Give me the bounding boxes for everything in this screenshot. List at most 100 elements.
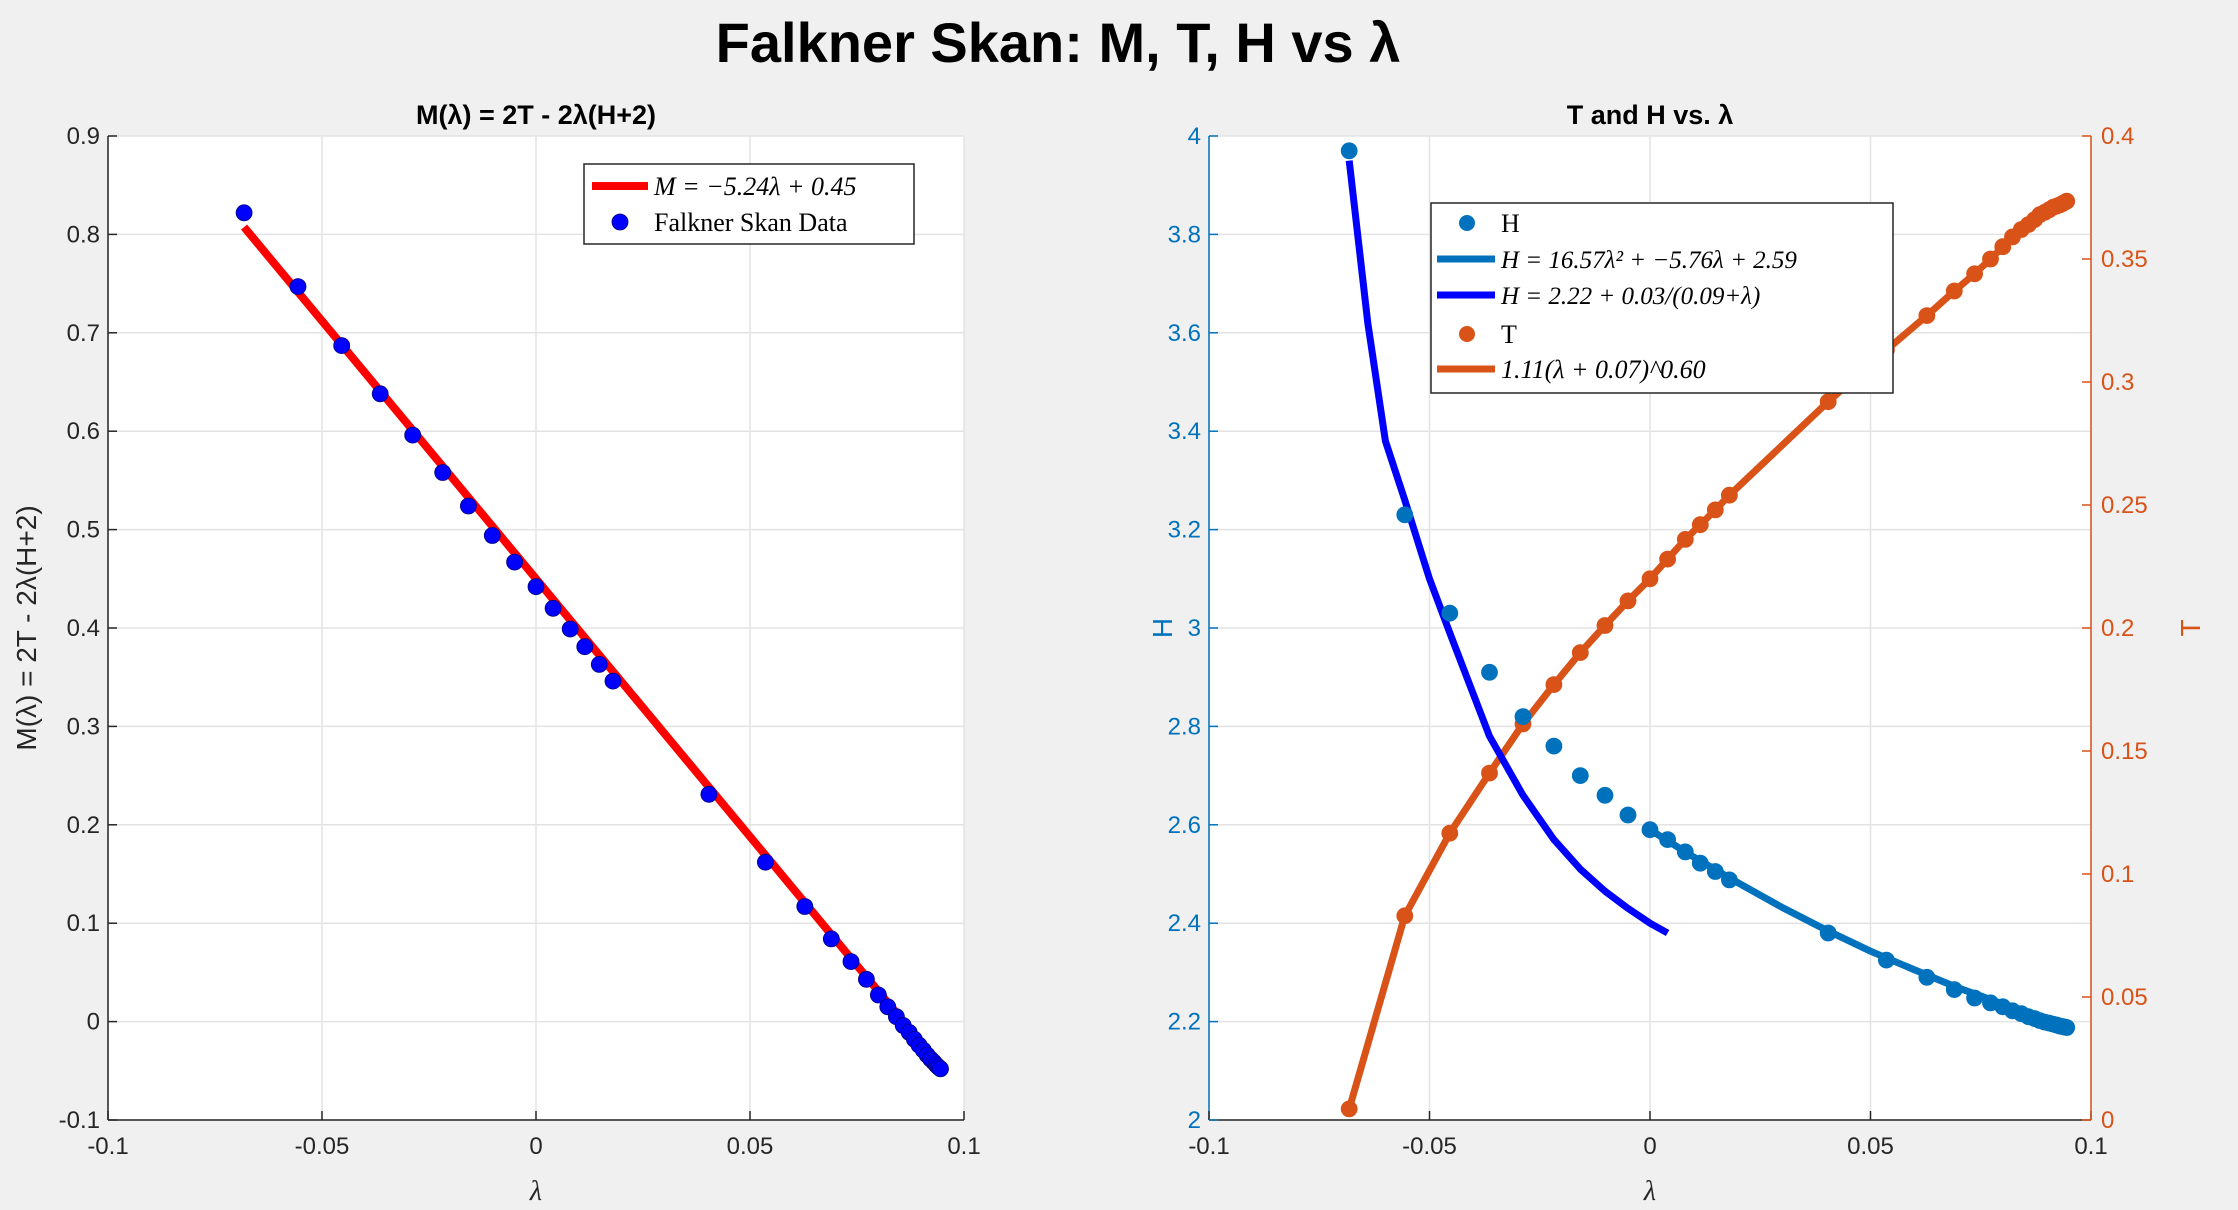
- y-tick-label: 2.6: [1168, 812, 1201, 839]
- series-falkner-skan-data-point: [561, 620, 579, 638]
- series-h-point: [2058, 1019, 2076, 1036]
- series-h-points: [1340, 142, 2076, 1036]
- y-tick-label: 4: [1188, 123, 1201, 150]
- series-t-point: [1619, 592, 1637, 610]
- series-falkner-skan-data-point: [459, 497, 477, 515]
- series-falkner-skan-data-point: [506, 553, 523, 571]
- series-t-point: [1441, 824, 1459, 842]
- series-falkner-skan-data-point: [333, 337, 351, 355]
- y-tick-label: 0.3: [67, 713, 100, 740]
- series-falkner-skan-data-point: [700, 785, 718, 803]
- right-y-tick-label: 0.3: [2101, 369, 2134, 396]
- series-t-point: [1819, 393, 1837, 411]
- y-axis-label: M(λ) = 2T - 2λ(H+2): [11, 505, 42, 750]
- series-t-point: [1691, 516, 1709, 534]
- series-falkner-skan-data-point: [404, 426, 422, 444]
- series-falkner-skan-data-point: [289, 278, 307, 296]
- series-h-point: [1918, 968, 1936, 986]
- legend-h-16-57-5-76-2-59-label: H = 16.57λ² + −5.76λ + 2.59: [1500, 247, 1797, 274]
- y-tick-label: 2.8: [1168, 713, 1201, 740]
- right-y-tick-label: 0.15: [2101, 738, 2148, 765]
- legend-box: [583, 163, 915, 245]
- series-t-point: [1545, 676, 1563, 693]
- series-h-point: [1819, 924, 1837, 942]
- series-h-point: [1945, 981, 1963, 998]
- series-h-point: [1619, 806, 1637, 824]
- series-t-point: [1659, 550, 1676, 568]
- series-t-point: [1706, 501, 1724, 519]
- figure-title: Falkner Skan: M, T, H vs λ: [716, 11, 1401, 74]
- series-t-point: [1340, 1100, 1358, 1118]
- series-falkner-skan-data-point: [483, 527, 501, 544]
- x-tick-label: -0.05: [1402, 1133, 1457, 1160]
- y-tick-label: 0.6: [67, 418, 100, 445]
- x-tick-label: -0.05: [295, 1133, 350, 1160]
- t-h-vs-lambda-chart: -0.1 -0.05 0 0.05 0.1 2 2.2 2.4 2.6 2.8 3 3.2 3.4 3.6…: [1147, 100, 2206, 1207]
- series-falkner-skan-data-point: [527, 578, 545, 596]
- y-tick-label: 0.8: [67, 221, 100, 248]
- legend-box: [1430, 202, 1894, 394]
- chart-title: T and H vs. λ: [1567, 100, 1734, 130]
- series-falkner-skan-data-point: [858, 970, 875, 988]
- series-h-point: [1691, 854, 1709, 872]
- x-axis-label: λ: [529, 1176, 542, 1207]
- series-h-point: [1878, 951, 1895, 969]
- left-y-axis-label: H: [1147, 618, 1178, 638]
- y-tick-label: 0.1: [67, 910, 100, 937]
- series-falkner-skan-data-point: [371, 385, 389, 403]
- series-falkner-skan-data-point: [576, 638, 594, 656]
- series-falkner-skan-data-points: [235, 204, 949, 1078]
- right-y-tick-label: 0.1: [2101, 861, 2134, 888]
- y-tick-label: 0.9: [67, 123, 100, 150]
- series-t-point: [1676, 531, 1694, 548]
- y-tick-label: 3: [1188, 615, 1201, 642]
- series-h-hyperbolic-fit-line: [1345, 160, 1670, 937]
- series-falkner-skan-data-point: [822, 930, 840, 948]
- y-tick-label: 0.4: [67, 615, 100, 642]
- x-tick-label: -0.1: [87, 1133, 128, 1160]
- series-falkner-skan-data-point: [757, 853, 774, 871]
- series-t-point: [1396, 907, 1414, 925]
- y-tick-label: 2: [1188, 1107, 1201, 1134]
- series-h-point: [1441, 604, 1459, 622]
- legend-t-swatch: [1459, 326, 1475, 342]
- y-tick-label: 3.4: [1168, 418, 1201, 445]
- right-y-tick-label: 0: [2101, 1107, 2114, 1134]
- series-t-point: [1982, 250, 1999, 268]
- x-axis-label: λ: [1643, 1176, 1656, 1207]
- right-y-tick-label: 0.35: [2101, 246, 2148, 273]
- legend-h-2-22-0-03-0-09-label: H = 2.22 + 0.03/(0.09+λ): [1500, 283, 1760, 310]
- legend-data-swatch: [611, 213, 629, 231]
- y-tick-label: 3.2: [1168, 517, 1201, 544]
- legend-t-label: T: [1501, 320, 1517, 349]
- series-falkner-skan-data-point: [870, 986, 887, 1004]
- y-tick-label: 0: [87, 1009, 100, 1036]
- x-tick-label: 0: [529, 1133, 542, 1160]
- y-tick-label: 2.2: [1168, 1009, 1201, 1036]
- right-y-tick-label: 0.2: [2101, 615, 2134, 642]
- y-tick-label: -0.1: [59, 1107, 100, 1134]
- series-h-point: [1596, 786, 1614, 804]
- series-falkner-skan-data-point: [544, 599, 562, 617]
- series-h-point: [1514, 708, 1532, 725]
- x-tick-label: 0.05: [727, 1133, 774, 1160]
- series-t-point: [2058, 192, 2076, 210]
- series-h-point: [1340, 142, 1358, 160]
- series-falkner-skan-data-point: [842, 953, 860, 970]
- y-tick-label: 3.8: [1168, 221, 1201, 248]
- series-t-point: [1571, 644, 1589, 661]
- series-h-point: [1481, 663, 1498, 681]
- legend-h-swatch: [1459, 215, 1475, 231]
- series-falkner-skan-data-point: [590, 656, 608, 673]
- y-tick-label: 2.4: [1168, 910, 1201, 937]
- series-h-point: [1641, 821, 1659, 839]
- series-t-point: [1918, 307, 1936, 325]
- x-tick-label: 0.1: [2074, 1133, 2107, 1160]
- x-tick-label: -0.1: [1188, 1133, 1229, 1160]
- series-h-point: [1571, 767, 1589, 784]
- series-falkner-skan-data-point: [932, 1060, 949, 1078]
- y-tick-label: 0.7: [67, 320, 100, 347]
- series-t-point: [1481, 764, 1498, 782]
- y-tick-label: 0.5: [67, 517, 100, 544]
